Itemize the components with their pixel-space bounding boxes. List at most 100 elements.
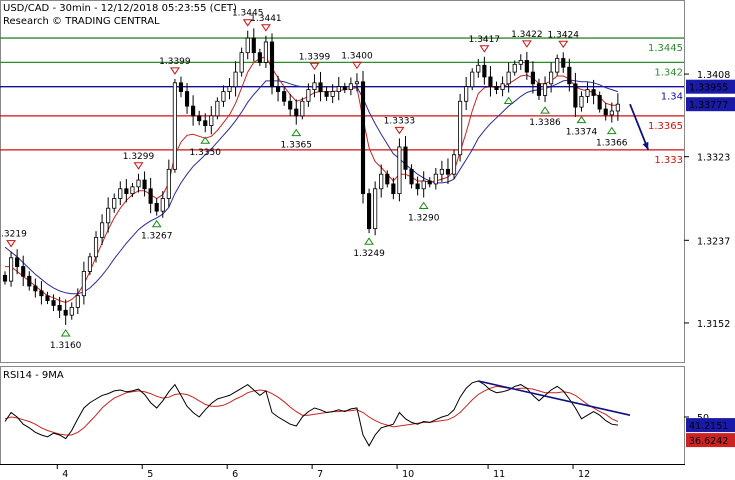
candle-body bbox=[542, 83, 548, 96]
x-tick-label: 7 bbox=[317, 469, 323, 480]
candle-body bbox=[203, 120, 208, 126]
candle-body bbox=[336, 86, 341, 92]
candle-body bbox=[130, 186, 135, 195]
pivot-low-label: 1.3350 bbox=[189, 148, 221, 158]
candle-body bbox=[300, 100, 305, 117]
candle-body bbox=[464, 86, 469, 102]
projection-arrowhead bbox=[642, 141, 649, 150]
pivot-low-marker bbox=[60, 329, 71, 337]
candle-body bbox=[245, 37, 250, 54]
candlesticks bbox=[2, 28, 620, 325]
candle-body bbox=[100, 222, 105, 238]
price-box bbox=[686, 97, 735, 112]
pivot-low-label: 1.3249 bbox=[353, 249, 385, 259]
candle-body bbox=[379, 173, 384, 190]
pivot-markers: 1.3219 1.3160 1.3299 1.3267 1.3399 1.3350 1.34… bbox=[0, 9, 628, 351]
candle-body bbox=[330, 91, 335, 97]
candle-body bbox=[615, 103, 620, 112]
candle-body bbox=[221, 91, 226, 102]
pivot-high-label: 1.3400 bbox=[341, 51, 373, 61]
pivot-high-label: 1.3333 bbox=[384, 116, 416, 126]
candle-body bbox=[367, 193, 372, 230]
candle-body bbox=[409, 168, 414, 185]
candle-body bbox=[263, 41, 268, 63]
candle-body bbox=[69, 306, 74, 316]
pivot-high-marker bbox=[260, 24, 271, 32]
pivot-low-marker bbox=[291, 128, 302, 137]
rsi-value-label: 41.2151 bbox=[689, 421, 728, 432]
pivot-high-marker bbox=[169, 67, 180, 75]
level-label: 1.3365 bbox=[648, 121, 683, 132]
candle-body bbox=[561, 58, 566, 68]
pivot-high-marker bbox=[133, 162, 144, 170]
candle-body bbox=[470, 71, 475, 88]
candle-body bbox=[312, 82, 317, 91]
rsi-title: RSI14 - 9MA bbox=[3, 370, 64, 381]
level-label: 1.34 bbox=[661, 92, 683, 103]
pivot-high-label: 1.3445 bbox=[232, 9, 264, 19]
candle-body bbox=[233, 71, 238, 88]
x-tick-label: 5 bbox=[147, 469, 153, 480]
candle-body bbox=[536, 83, 542, 96]
candle-body bbox=[282, 91, 287, 102]
candle-body bbox=[75, 295, 80, 308]
candle-body bbox=[124, 188, 129, 195]
x-tick-label: 11 bbox=[493, 469, 505, 480]
candle-body bbox=[385, 173, 390, 185]
candle-body bbox=[494, 86, 499, 91]
candle-body bbox=[215, 100, 220, 117]
y-tick-label: 1.3237 bbox=[697, 236, 730, 247]
candle-body bbox=[118, 188, 123, 199]
price-box bbox=[686, 79, 735, 94]
candle-body bbox=[458, 100, 463, 156]
candle-body bbox=[585, 89, 590, 97]
candle-body bbox=[451, 154, 457, 175]
candle-body bbox=[87, 256, 93, 272]
x-tick-label: 6 bbox=[232, 469, 238, 480]
candle-body bbox=[136, 179, 141, 188]
pivot-high-marker bbox=[479, 45, 490, 53]
projection-arrow bbox=[629, 103, 650, 151]
pivot-high-marker bbox=[521, 40, 532, 48]
moving-averages bbox=[4, 55, 619, 304]
candle-body bbox=[567, 66, 572, 85]
pivot-low-label: 1.3290 bbox=[408, 214, 440, 224]
pivot-low-marker bbox=[503, 96, 514, 105]
candle-body bbox=[251, 37, 256, 54]
pivot-high-label: 1.3399 bbox=[159, 57, 191, 67]
time-axis: 4 5 6 7 10 11 12 bbox=[56, 464, 590, 480]
x-tick-label: 4 bbox=[62, 469, 68, 480]
ma-fast-line bbox=[5, 55, 618, 304]
pivot-low-marker bbox=[606, 126, 617, 135]
candle-body bbox=[506, 71, 511, 85]
candle-body bbox=[2, 274, 8, 282]
pivot-high-label: 1.3441 bbox=[250, 14, 282, 24]
candle-body bbox=[93, 236, 99, 258]
pivot-high-label: 1.3417 bbox=[469, 35, 501, 45]
candle-body bbox=[239, 52, 244, 73]
pivot-low-marker bbox=[200, 136, 211, 144]
candle-body bbox=[433, 173, 438, 185]
candle-body bbox=[342, 86, 347, 91]
candle-body bbox=[603, 108, 608, 116]
candle-body bbox=[172, 82, 177, 170]
candle-body bbox=[573, 83, 578, 108]
pivot-high-marker bbox=[242, 19, 253, 27]
candle-body bbox=[512, 63, 517, 73]
price-panel-frame bbox=[0, 0, 685, 363]
pivot-low-marker bbox=[151, 219, 162, 228]
rsi-value-label: 36.6242 bbox=[689, 436, 728, 447]
candle-body bbox=[500, 83, 505, 91]
pivot-high-label: 1.3399 bbox=[299, 52, 331, 62]
candle-body bbox=[294, 108, 299, 117]
candle-body bbox=[524, 60, 529, 73]
candle-body bbox=[27, 275, 32, 287]
candle-body bbox=[148, 188, 153, 204]
candle-body bbox=[209, 115, 214, 126]
projection-line bbox=[629, 103, 650, 151]
candle-body bbox=[154, 202, 159, 212]
candle-body bbox=[579, 96, 584, 108]
candle-body bbox=[197, 115, 202, 122]
level-label: 1.342 bbox=[654, 67, 683, 78]
